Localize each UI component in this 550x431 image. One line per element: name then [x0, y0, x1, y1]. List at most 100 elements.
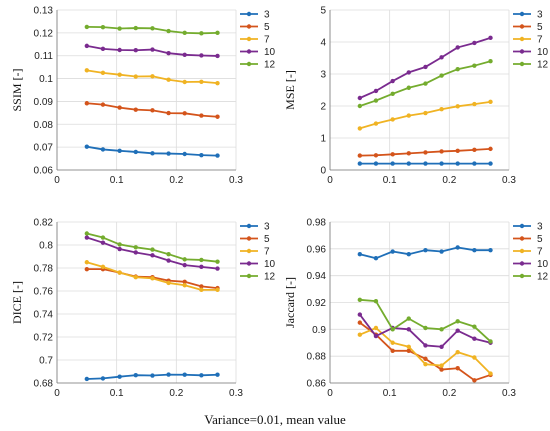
jaccard-chart: 0 0.1 0.2 0.3 0.86 0.88 0.9 0.92 0.94 0.96 0.98 Jac… [283, 218, 549, 400]
jaccard-series-3-point [455, 245, 460, 250]
mse-series-3-point [439, 161, 444, 166]
mse-series-3-point [357, 161, 363, 166]
mse-ytick-label: 4 [320, 38, 326, 49]
jaccard-series-5-point [357, 320, 363, 325]
dice-ytick-label: 0.82 [34, 218, 54, 229]
jaccard-ytick-label: 0.86 [307, 379, 327, 390]
mse-series-7-point [439, 107, 444, 112]
mse-series-5-point [373, 153, 379, 158]
jaccard-ytick-label: 0.94 [307, 271, 327, 282]
jaccard-series-12-point [406, 316, 411, 321]
ssim-series-10-point [166, 51, 171, 56]
ssim-xtick-label: 0.1 [110, 175, 124, 186]
dice-series-12-point [215, 259, 220, 264]
mse-series-3-point [472, 161, 477, 166]
mse-ytick-label: 0 [320, 166, 326, 177]
mse-legend-label-10: 10 [537, 47, 549, 58]
jaccard-series-7-point [406, 344, 411, 349]
mse-series-5-point [423, 150, 428, 155]
jaccard-series-12-point [390, 327, 395, 332]
jaccard-xtick-label: 0 [327, 388, 333, 399]
jaccard-series-7-point [455, 349, 460, 355]
mse-legend-marker-7 [519, 36, 525, 42]
dice-xtick-label: 0.1 [110, 388, 124, 399]
mse-plot-area [330, 10, 509, 170]
ssim-ytick-label: 0.09 [34, 97, 54, 108]
mse-series-5-point [488, 146, 493, 152]
dice-chart: 0 0.1 0.2 0.3 0.68 0.7 0.72 0.74 0.76 0.78 0.8 0.82… [10, 218, 276, 400]
dice-series-7-point [84, 260, 90, 265]
dice-legend-marker-3 [246, 223, 252, 229]
dice-xtick-label: 0.2 [169, 388, 183, 399]
dice-series-5-point [182, 279, 187, 284]
mse-legend: 35 710 12 [513, 10, 549, 71]
dice-legend-label-10: 10 [264, 259, 276, 270]
mse-series-5-point [357, 153, 363, 158]
mse-legend-marker-10 [519, 49, 525, 54]
mse-series-7-point [472, 101, 477, 107]
jaccard-legend-label-3: 3 [537, 222, 543, 233]
ssim-series-3-point [215, 153, 220, 158]
ssim-series-12-point [100, 24, 106, 30]
mse-y-axis-label: MSE [-] [283, 70, 297, 110]
jaccard-series-12-point [439, 327, 444, 332]
mse-series-7-point [373, 121, 379, 126]
dice-series-7-point [199, 287, 204, 293]
mse-series-10-point [357, 95, 363, 101]
mse-series-3-point [423, 161, 428, 166]
mse-legend-marker-3 [519, 11, 525, 17]
mse-series-7-point [357, 126, 363, 131]
jaccard-legend-label-5: 5 [537, 234, 543, 245]
dice-ytick-label: 0.72 [34, 333, 54, 344]
dice-ytick-label: 0.76 [34, 287, 54, 298]
ssim-series-5-point [133, 107, 138, 112]
ssim-series-12-point [84, 24, 90, 30]
dice-legend-label-12: 12 [264, 272, 276, 283]
ssim-legend-marker-12 [246, 61, 252, 67]
mse-series-10-point [455, 45, 460, 50]
ssim-series-3-point [133, 149, 138, 155]
mse-xtick-label: 0.1 [383, 175, 397, 186]
dice-series-10-point [215, 266, 220, 271]
ssim-ytick-label: 0.12 [34, 28, 54, 39]
mse-series-12-point [373, 98, 379, 103]
mse-series-10-point [439, 55, 444, 60]
mse-xtick-label: 0.2 [442, 175, 456, 186]
ssim-series-7-point [215, 80, 220, 86]
ssim-legend-label-5: 5 [264, 22, 270, 33]
dice-series-3-point [150, 373, 155, 378]
jaccard-series-10-point [373, 333, 379, 339]
ssim-plot-area [57, 10, 236, 170]
jaccard-series-7-point [373, 325, 379, 331]
ssim-series-7-point [182, 79, 187, 85]
jaccard-series-10-point [439, 344, 444, 349]
ssim-series-12-point [215, 30, 220, 36]
jaccard-series-7-point [423, 362, 428, 367]
mse-series-10-point [373, 88, 379, 94]
mse-series-10-point [423, 64, 428, 70]
dice-series-7-point [150, 276, 155, 281]
dice-legend-label-3: 3 [264, 222, 270, 233]
mse-series-3-point [488, 161, 493, 166]
ssim-legend-marker-3 [246, 11, 252, 17]
jaccard-series-3-point [488, 247, 493, 253]
mse-series-10-point [488, 35, 493, 41]
dice-series-10-point [182, 262, 187, 268]
ssim-ytick-label: 0.07 [34, 143, 54, 154]
ssim-series-7-point [199, 79, 204, 84]
ssim-series-12-point [182, 30, 187, 36]
ssim-series-7-point [166, 77, 171, 82]
dice-xtick-label: 0.3 [229, 388, 243, 399]
ssim-series-10-point [117, 47, 122, 53]
jaccard-ytick-label: 0.96 [307, 244, 327, 255]
dice-ytick-label: 0.7 [39, 356, 53, 367]
dice-series-7-point [117, 270, 122, 275]
jaccard-series-5-point [406, 348, 411, 353]
jaccard-series-7-point [390, 340, 395, 345]
ssim-legend-label-10: 10 [264, 47, 276, 58]
mse-series-7-point [423, 110, 428, 116]
jaccard-series-7-point [357, 332, 363, 337]
mse-series-7-point [488, 99, 493, 105]
dice-series-10-point [100, 240, 106, 245]
jaccard-legend-marker-7 [519, 248, 525, 254]
